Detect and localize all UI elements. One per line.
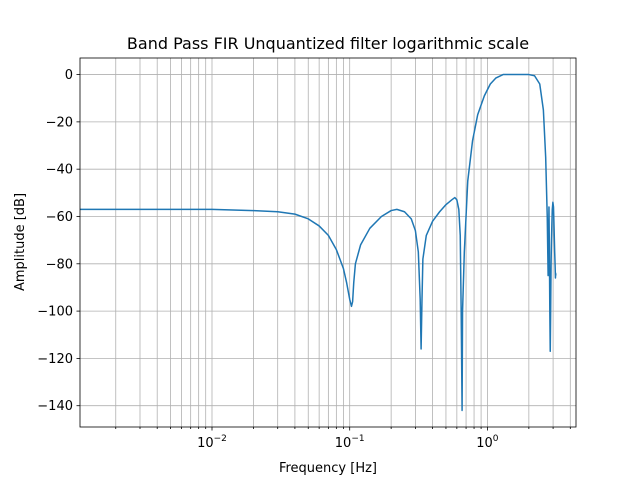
x-axis-ticks: 10−2 10−1 100 [115,427,571,451]
plot-area [80,73,557,412]
x-tick-label-exponent: 0 [493,434,499,444]
chart-title: Band Pass FIR Unquantized filter logarit… [127,34,529,53]
y-tick-label: −80 [46,257,73,272]
y-tick-label: −60 [46,210,73,225]
x-axis-label: Frequency [Hz] [279,461,377,476]
y-tick-label: 0 [65,68,73,83]
x-tick-label-exponent: −1 [351,434,364,444]
y-tick-label: −40 [46,163,73,178]
grid [80,58,576,427]
y-tick-label: −140 [37,399,73,414]
y-axis-label: Amplitude [dB] [13,193,28,291]
x-tick-label-exponent: −2 [214,434,227,444]
x-tick-label-base: 10 [335,436,352,451]
x-tick-label-base: 10 [197,436,214,451]
series-line [80,73,557,412]
x-tick-label: 100 [476,434,499,451]
x-tick-label: 10−2 [197,434,227,451]
y-axis-ticks: 0 −20 −40 −60 −80 −100 −120 −140 [37,68,80,414]
x-tick-label: 10−1 [335,434,365,451]
y-tick-label: −100 [37,305,73,320]
x-tick-label-base: 10 [476,436,493,451]
y-tick-label: −120 [37,352,73,367]
y-tick-label: −20 [46,115,73,130]
